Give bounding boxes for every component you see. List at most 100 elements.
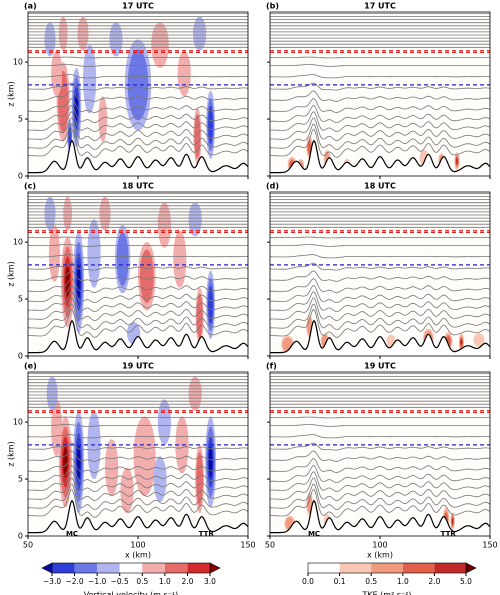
colorbar-segment: [339, 563, 372, 573]
isentrope: [270, 424, 490, 427]
isentrope: [28, 465, 248, 483]
isentrope: [270, 244, 490, 247]
y-tick-label: 0: [18, 172, 23, 181]
field-contour: [98, 96, 108, 142]
isentrope: [28, 244, 248, 247]
isentrope: [270, 442, 490, 451]
isentrope: [28, 291, 248, 312]
isentrope: [28, 64, 248, 67]
field-contour: [99, 196, 111, 231]
isentrope: [270, 483, 490, 510]
annotation: TTR: [199, 530, 215, 538]
isentrope: [270, 74, 490, 79]
isentrope: [270, 297, 490, 321]
annotation: TTR: [441, 530, 457, 538]
isentrope: [270, 56, 490, 59]
field-contour: [44, 196, 56, 231]
colorbar-tick-label: 1.0: [159, 577, 171, 586]
field-contour: [83, 45, 97, 114]
field-contour: [151, 22, 169, 68]
y-tick-label: 10: [13, 418, 23, 427]
field-contour: [208, 446, 213, 478]
field-contour: [65, 266, 70, 298]
isentrope: [28, 471, 248, 492]
isentrope: [270, 111, 490, 132]
isentrope: [28, 262, 248, 271]
colorbar-segment: [187, 563, 210, 573]
colorbar-segment: [164, 563, 188, 573]
colorbar-tick-label: −2.0: [65, 577, 83, 586]
field-contour: [58, 16, 68, 51]
isentrope: [28, 56, 248, 59]
field-contour: [63, 196, 72, 231]
field-contour: [193, 16, 207, 51]
panel: [270, 192, 490, 356]
isentrope: [270, 262, 490, 271]
colorbar-segment: [52, 563, 75, 573]
isentrope: [270, 489, 490, 518]
field-contour: [196, 293, 203, 339]
isentrope: [28, 278, 248, 293]
terrain: [28, 319, 248, 354]
x-tick-label: 150: [240, 541, 255, 550]
isentrope: [28, 483, 248, 510]
isentrope: [270, 434, 490, 439]
field-contour: [87, 219, 101, 288]
colorbar-tick-label: 0.0: [302, 577, 314, 586]
isentrope: [28, 82, 248, 91]
colorbar-label: Vertical velocity (m s⁻¹): [84, 591, 178, 595]
colorbar-segment: [371, 563, 403, 573]
panel-title: 19 UTC: [122, 362, 154, 371]
isentrope: [270, 477, 490, 501]
colorbar-segment: [434, 563, 466, 573]
isentrope: [270, 278, 490, 293]
x-axis-label: x (km): [367, 551, 393, 560]
colorbar-frame: [51, 562, 211, 574]
terrain: [28, 499, 248, 534]
isentrope: [270, 98, 490, 113]
panel-title: 18 UTC: [364, 182, 396, 191]
colorbar-extend: [465, 562, 477, 574]
y-tick-label: 5: [18, 115, 23, 124]
isentrope: [270, 270, 490, 282]
isentrope: [270, 129, 490, 158]
colorbar-segment: [142, 563, 165, 573]
field-contour: [188, 376, 202, 411]
colorbar-tick-label: −1.0: [88, 577, 106, 586]
field-contour: [51, 399, 63, 457]
field-contour: [173, 230, 187, 288]
field-contour: [105, 439, 119, 497]
panel-bg: [270, 192, 490, 356]
colorbar-tick-label: 3.0: [204, 577, 216, 586]
isentrope: [270, 285, 490, 303]
panel: [270, 12, 490, 176]
isentrope: [28, 105, 248, 123]
panel-title: 17 UTC: [364, 2, 396, 11]
panel-label: (e): [24, 362, 37, 371]
field-contour: [109, 22, 123, 57]
isentrope: [270, 458, 490, 473]
colorbar-segment: [74, 563, 98, 573]
isentrope: [28, 270, 248, 282]
terrain: [270, 139, 490, 174]
field-contour: [196, 452, 204, 506]
panel-bg: [270, 12, 490, 176]
field-contour: [177, 50, 191, 97]
colorbar-tick-label: 0.5: [365, 577, 377, 586]
isentrope: [270, 254, 490, 259]
isentrope: [270, 105, 490, 123]
isentrope: [28, 424, 248, 427]
panel-title: 19 UTC: [364, 362, 396, 371]
field-contour: [188, 202, 202, 237]
isentrope: [28, 458, 248, 473]
field-contour: [44, 22, 56, 57]
isentrope: [28, 254, 248, 259]
isentrope: [28, 74, 248, 79]
colorbar-tick-label: 0.1: [334, 577, 346, 586]
colorbar-segment: [119, 563, 143, 573]
field-contour: [133, 416, 156, 497]
isentrope: [270, 465, 490, 483]
isentrope: [270, 117, 490, 141]
isentrope: [28, 90, 248, 102]
colorbar-extend: [209, 562, 221, 574]
